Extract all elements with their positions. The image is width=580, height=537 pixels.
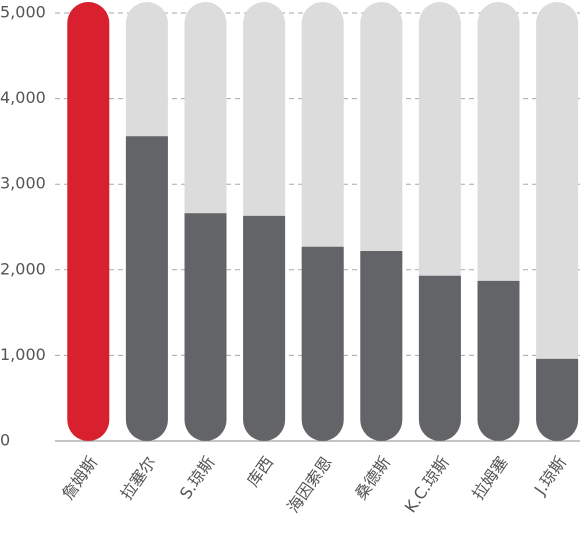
y-tick-label: 3,000 bbox=[0, 174, 46, 193]
bar-track bbox=[536, 2, 579, 441]
x-tick-label: S.琼斯 bbox=[176, 453, 219, 503]
x-tick-label: 拉姆塞 bbox=[468, 453, 511, 503]
x-tick-label: 海因索恩 bbox=[283, 453, 335, 516]
x-tick-label: J.琼斯 bbox=[530, 453, 570, 499]
bar bbox=[536, 358, 579, 441]
bar bbox=[360, 250, 403, 441]
bar bbox=[67, 2, 110, 441]
bar bbox=[301, 246, 344, 441]
bar bbox=[243, 215, 286, 441]
x-tick-label: 库西 bbox=[243, 453, 277, 490]
x-tick-label: K.C.琼斯 bbox=[401, 453, 453, 516]
y-tick-label: 1,000 bbox=[0, 345, 46, 364]
bar bbox=[418, 275, 461, 441]
bar bbox=[125, 136, 168, 441]
y-tick-label: 2,000 bbox=[0, 259, 46, 278]
y-tick-label: 4,000 bbox=[0, 88, 46, 107]
bar bbox=[184, 213, 227, 441]
x-tick-label: 桑德斯 bbox=[351, 453, 394, 503]
x-tick-label: 拉塞尔 bbox=[117, 453, 160, 503]
x-tick-label: 詹姆斯 bbox=[58, 453, 101, 503]
y-tick-label: 0 bbox=[0, 431, 10, 450]
y-tick-label: 5,000 bbox=[0, 3, 46, 22]
bar bbox=[477, 280, 520, 441]
